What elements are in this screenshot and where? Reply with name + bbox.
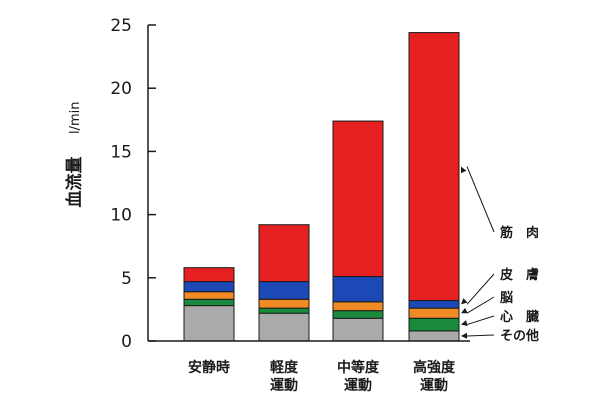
bar-segment — [332, 317, 384, 342]
y-axis-title: 血流量 l/min — [64, 101, 85, 207]
legend-label: 筋 肉 — [499, 225, 539, 241]
x-tick-label: 中等度 — [337, 359, 380, 376]
bar-segment — [183, 298, 235, 307]
legend-leader-line — [466, 166, 495, 233]
y-axis-unit-label: l/min — [68, 101, 83, 134]
legend-label: 心 臓 — [500, 309, 539, 325]
x-tick-label: 安静時 — [188, 359, 230, 376]
bar-segment — [258, 281, 310, 300]
legend-arrow-head — [461, 332, 468, 339]
bar-segment — [332, 276, 384, 303]
y-tick-label: 0 — [121, 332, 132, 352]
bar-segment — [408, 307, 460, 319]
bar-segment — [408, 317, 460, 332]
x-tick-label: 運動 — [344, 377, 372, 394]
y-axis: 0 5 10 15 20 25 — [110, 16, 156, 352]
legend-leader-line — [466, 273, 495, 305]
y-tick-label: 10 — [110, 206, 132, 226]
legend-arrow-head — [461, 298, 468, 305]
bar-segment — [258, 307, 310, 314]
legend-leader-line — [466, 315, 495, 326]
bar-segment — [332, 120, 384, 278]
bar-segment — [183, 291, 235, 300]
legend-label: 脳 — [500, 291, 513, 306]
bar-segment — [332, 301, 384, 312]
legend-label: その他 — [500, 328, 539, 344]
bars — [183, 32, 460, 342]
bar-segment — [258, 298, 310, 309]
y-tick-label: 25 — [110, 16, 132, 36]
legend-label: 皮 膚 — [499, 267, 539, 283]
bar-segment — [258, 312, 310, 342]
bar-segment — [408, 32, 460, 302]
y-tick-label: 5 — [121, 269, 132, 289]
bar-segment — [183, 281, 235, 293]
bar-segment — [258, 224, 310, 283]
y-tick-label: 20 — [110, 79, 132, 99]
legend-arrow-head — [461, 166, 467, 174]
bar-segment — [183, 305, 235, 342]
bar-segment — [408, 300, 460, 309]
bar-segment — [408, 330, 460, 342]
legend-arrow-head — [461, 320, 468, 326]
x-tick-label: 運動 — [270, 377, 298, 394]
y-axis-label-text: 血流量 — [64, 157, 85, 208]
x-tick-label: 運動 — [420, 377, 448, 394]
y-axis-label: 血流量 l/min — [64, 101, 85, 207]
bar-segment — [332, 310, 384, 319]
legend-arrow-head — [461, 307, 468, 314]
legend-leader-line — [466, 334, 495, 337]
x-tick-label: 高強度 — [413, 359, 456, 376]
y-tick-label: 15 — [110, 142, 132, 162]
legend-leader-line — [466, 296, 495, 314]
x-tick-label: 軽度 — [270, 359, 299, 376]
bar-segment — [183, 267, 235, 283]
